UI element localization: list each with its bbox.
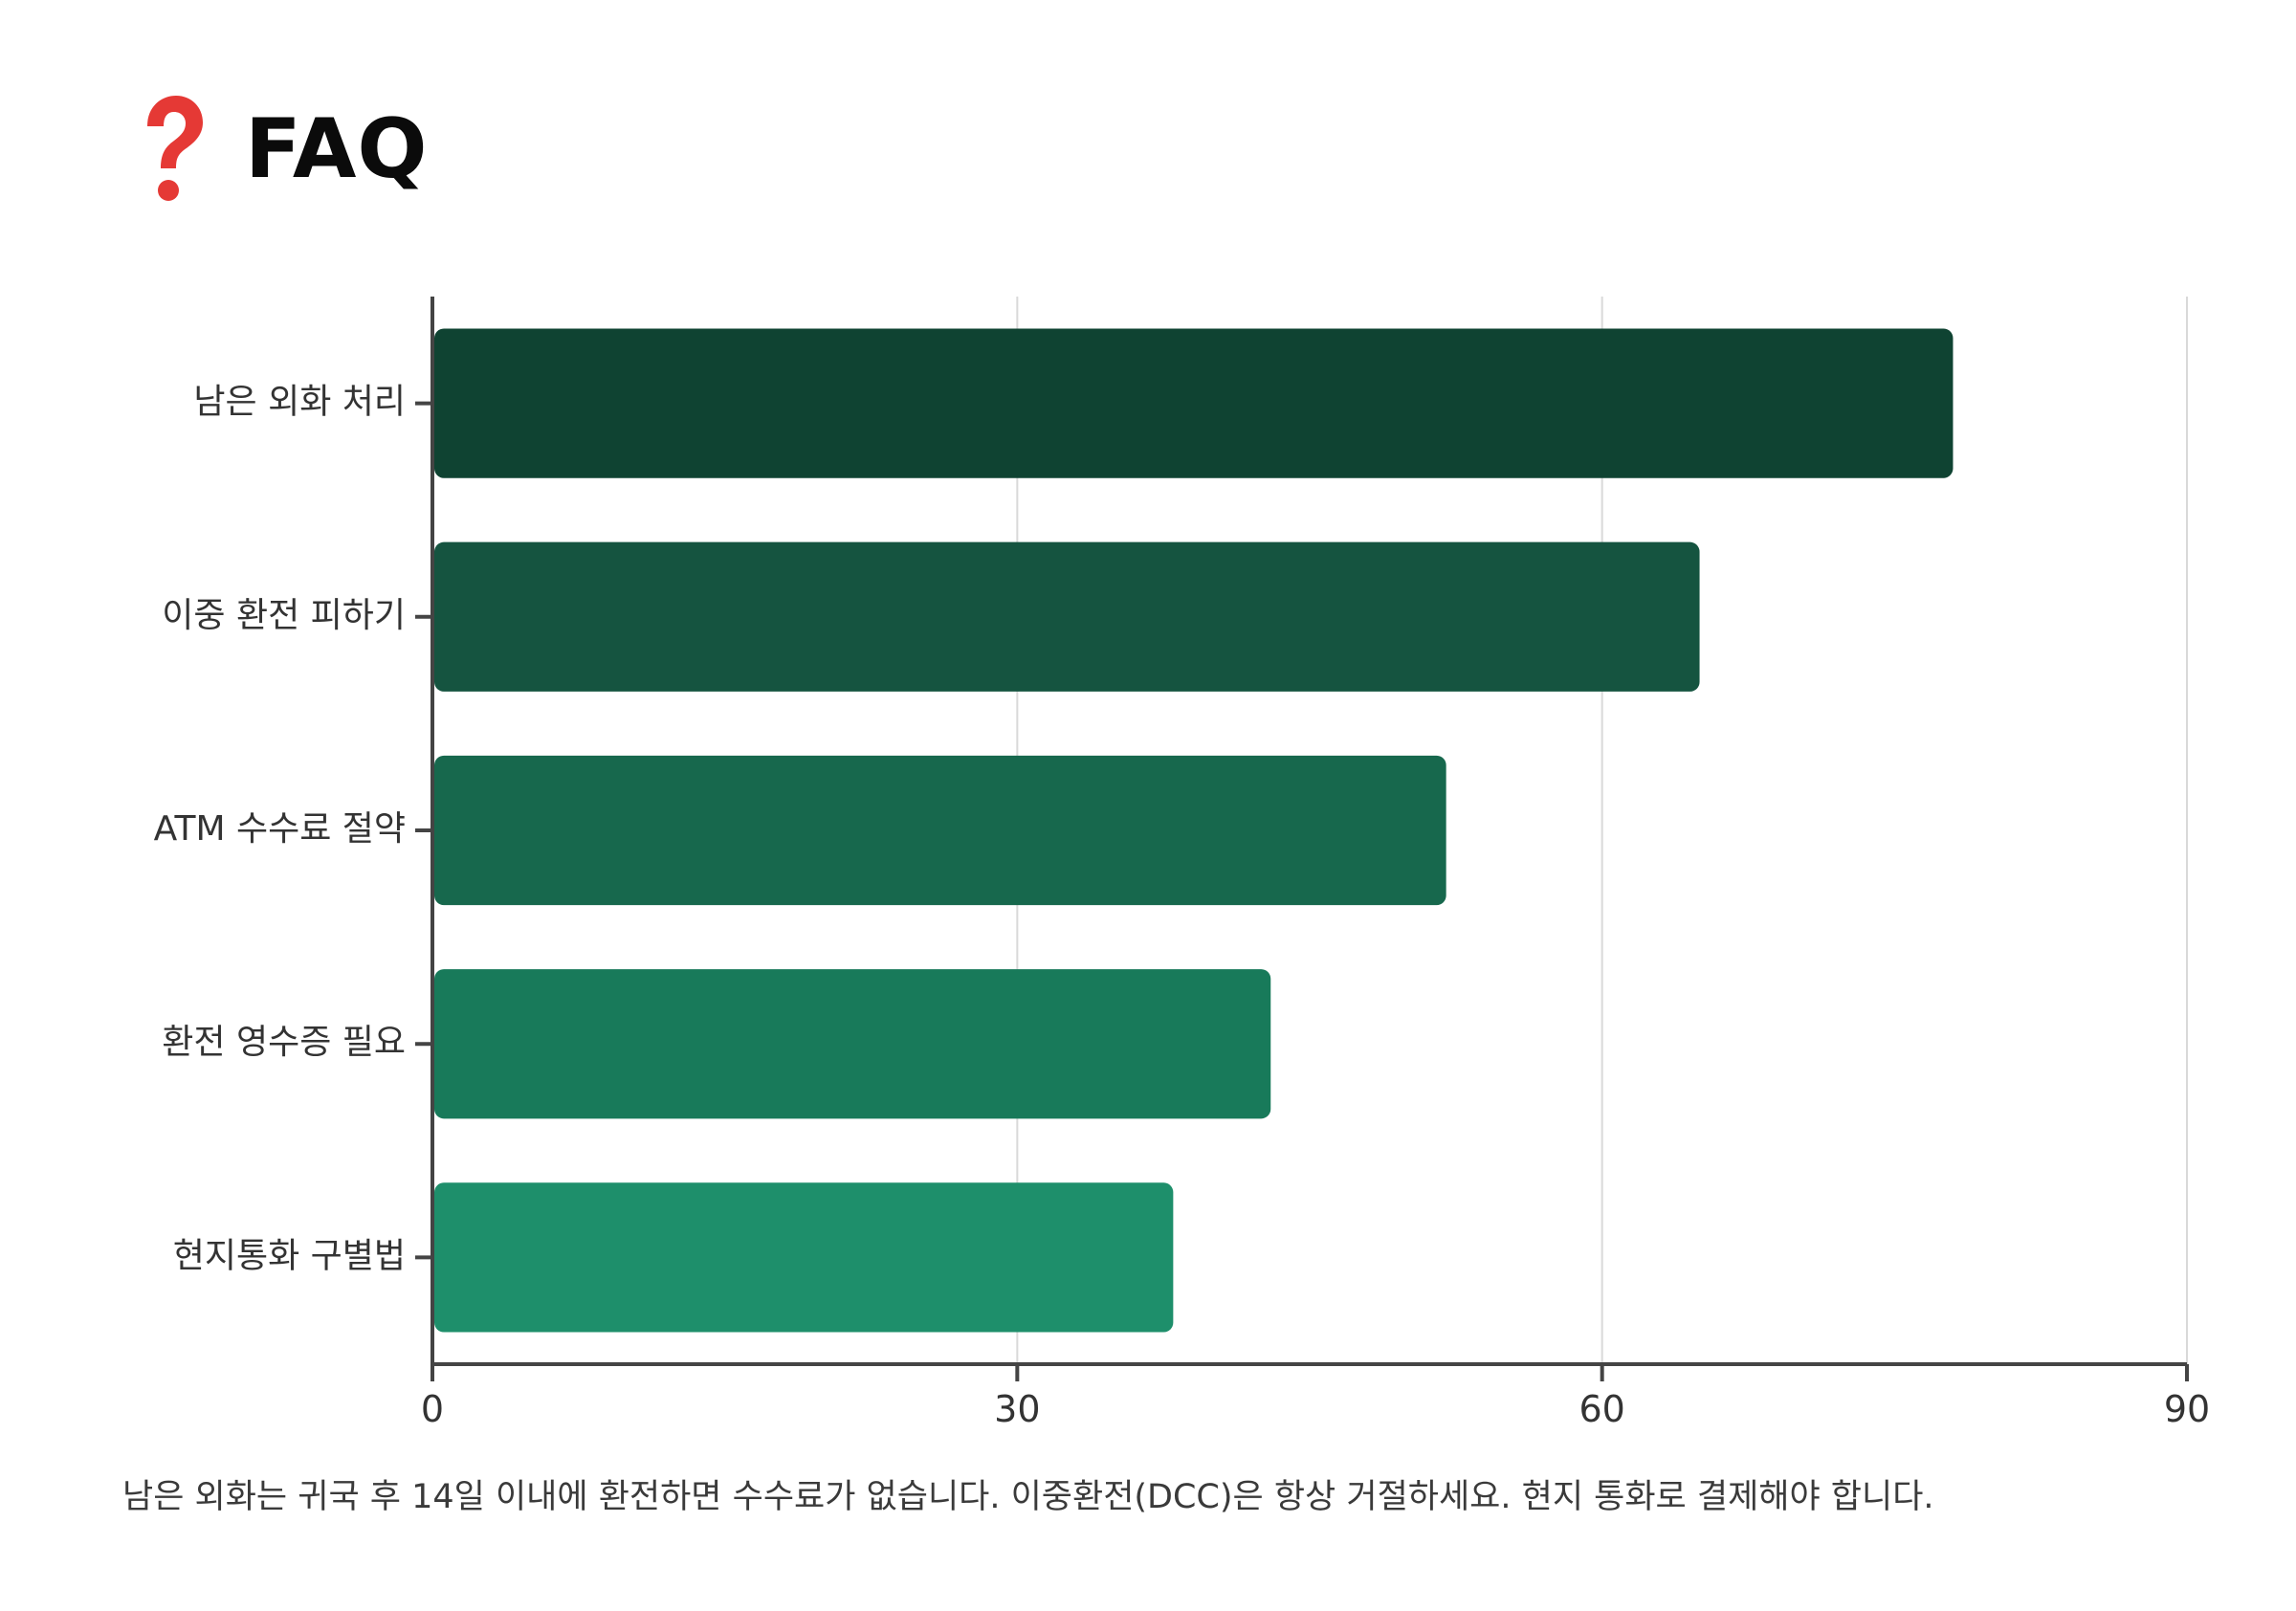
x-tick-label: 60 (1578, 1388, 1624, 1430)
y-tick-label: 남은 외화 처리 (193, 383, 406, 422)
bar (434, 328, 1954, 478)
page-title: FAQ (245, 101, 429, 197)
bars (434, 328, 1954, 1333)
question-mark-icon (147, 96, 203, 201)
bar (434, 755, 1446, 906)
axes (415, 297, 2189, 1381)
y-tick-label: 이중 환전 피하기 (162, 596, 406, 635)
y-tick-label: 현지통화 구별법 (173, 1236, 406, 1275)
y-tick-label: 환전 영수증 필요 (162, 1023, 406, 1062)
bar (434, 969, 1271, 1119)
bar (434, 541, 1700, 692)
chart-header: FAQ (134, 92, 429, 207)
x-tick-label: 90 (2164, 1388, 2210, 1430)
footnote: 남은 외화는 귀국 후 14일 이내에 환전하면 수수료가 없습니다. 이중환전… (122, 1478, 1934, 1516)
x-tick-label: 30 (994, 1388, 1040, 1430)
bar (434, 1182, 1174, 1333)
x-tick-label: 0 (421, 1388, 444, 1430)
y-tick-label: ATM 수수료 절약 (154, 809, 406, 849)
